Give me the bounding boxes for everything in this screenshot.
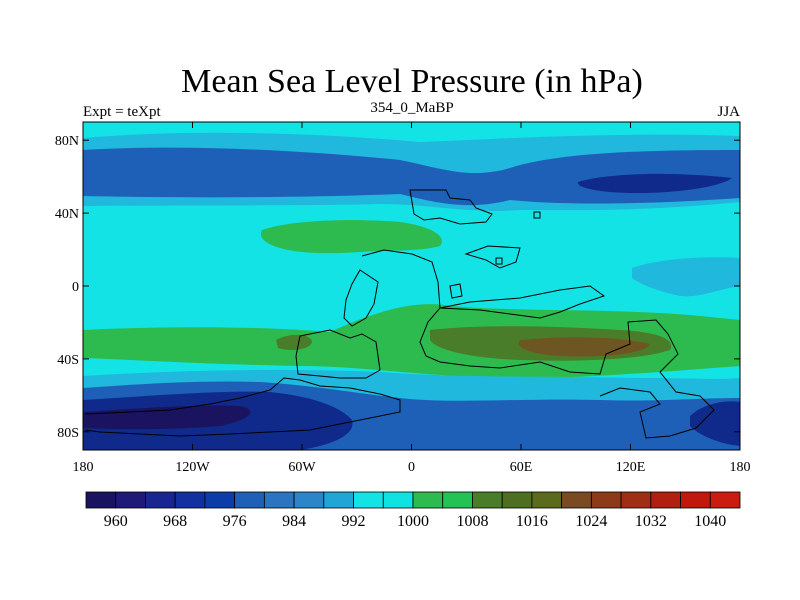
colorbar-box <box>204 491 236 509</box>
x-axis: 180 120W 60W 0 60E 120E 180 <box>73 122 751 475</box>
colorbar-label: 976 <box>223 513 247 530</box>
colorbar-box <box>323 491 354 509</box>
colorbar-label: 992 <box>342 513 366 530</box>
y-tick-label: 40N <box>55 207 79 222</box>
y-tick-label: 0 <box>72 280 79 295</box>
colorbar-label: 1024 <box>575 513 607 530</box>
colorbar-box <box>174 491 206 509</box>
colorbar-box <box>472 491 503 509</box>
colorbar-label: 960 <box>104 513 128 530</box>
y-tick-label: 80S <box>57 426 79 441</box>
colorbar-box <box>442 491 473 509</box>
center-string: 354_0_MaBP <box>370 100 453 116</box>
land-outline <box>84 189 715 439</box>
chart-title: Mean Sea Level Pressure (in hPa) <box>181 63 643 100</box>
colorbar-label: 1040 <box>694 513 726 530</box>
colorbar-box <box>531 491 563 509</box>
colorbar-box <box>353 491 384 509</box>
x-tick-label: 120E <box>616 460 646 475</box>
northern-low-core <box>83 147 740 206</box>
colorbar: 960 968 976 984 992 1000 1008 1016 1024 1032 1040 <box>85 491 741 530</box>
x-tick-label: 180 <box>73 460 94 475</box>
southern-low-deepest <box>83 405 251 430</box>
colorbar-box <box>412 491 444 509</box>
y-axis: 80N 40N 0 40S 80S <box>55 134 740 441</box>
southern-high-brown <box>518 337 650 357</box>
pressure-field <box>83 122 740 450</box>
northern-low-center <box>577 173 732 194</box>
southern-low-east <box>690 401 740 446</box>
x-tick-label: 120W <box>175 460 210 475</box>
colorbar-label: 984 <box>282 513 306 530</box>
x-tick-label: 60E <box>510 460 533 475</box>
colorbar-box <box>115 491 146 509</box>
colorbar-box <box>650 491 681 509</box>
colorbar-box <box>85 491 117 509</box>
colorbar-box <box>145 491 176 509</box>
colorbar-box <box>590 491 622 509</box>
colorbar-box <box>620 491 652 509</box>
y-tick-label: 40S <box>57 353 79 368</box>
northern-high-band <box>260 220 442 254</box>
x-tick-label: 0 <box>408 460 415 475</box>
colorbar-box <box>680 491 711 509</box>
colorbar-box <box>382 491 414 509</box>
y-tick-label: 80N <box>55 134 79 149</box>
right-string: JJA <box>717 104 740 120</box>
colorbar-box <box>709 491 741 509</box>
east-low-patch <box>632 257 740 297</box>
colorbar-box <box>501 491 533 509</box>
colorbar-box <box>234 491 265 509</box>
x-tick-label: 180 <box>730 460 751 475</box>
colorbar-label: 1000 <box>397 513 429 530</box>
colorbar-label: 1032 <box>635 513 667 530</box>
x-tick-label: 60W <box>288 460 316 475</box>
colorbar-box <box>263 491 295 509</box>
colorbar-label: 1016 <box>516 513 548 530</box>
colorbar-box <box>561 491 592 509</box>
colorbar-label: 968 <box>163 513 187 530</box>
colorbar-box <box>293 491 325 509</box>
southern-high-olive-west <box>276 334 312 350</box>
left-string: Expt = teXpt <box>83 104 161 120</box>
colorbar-label: 1008 <box>456 513 488 530</box>
